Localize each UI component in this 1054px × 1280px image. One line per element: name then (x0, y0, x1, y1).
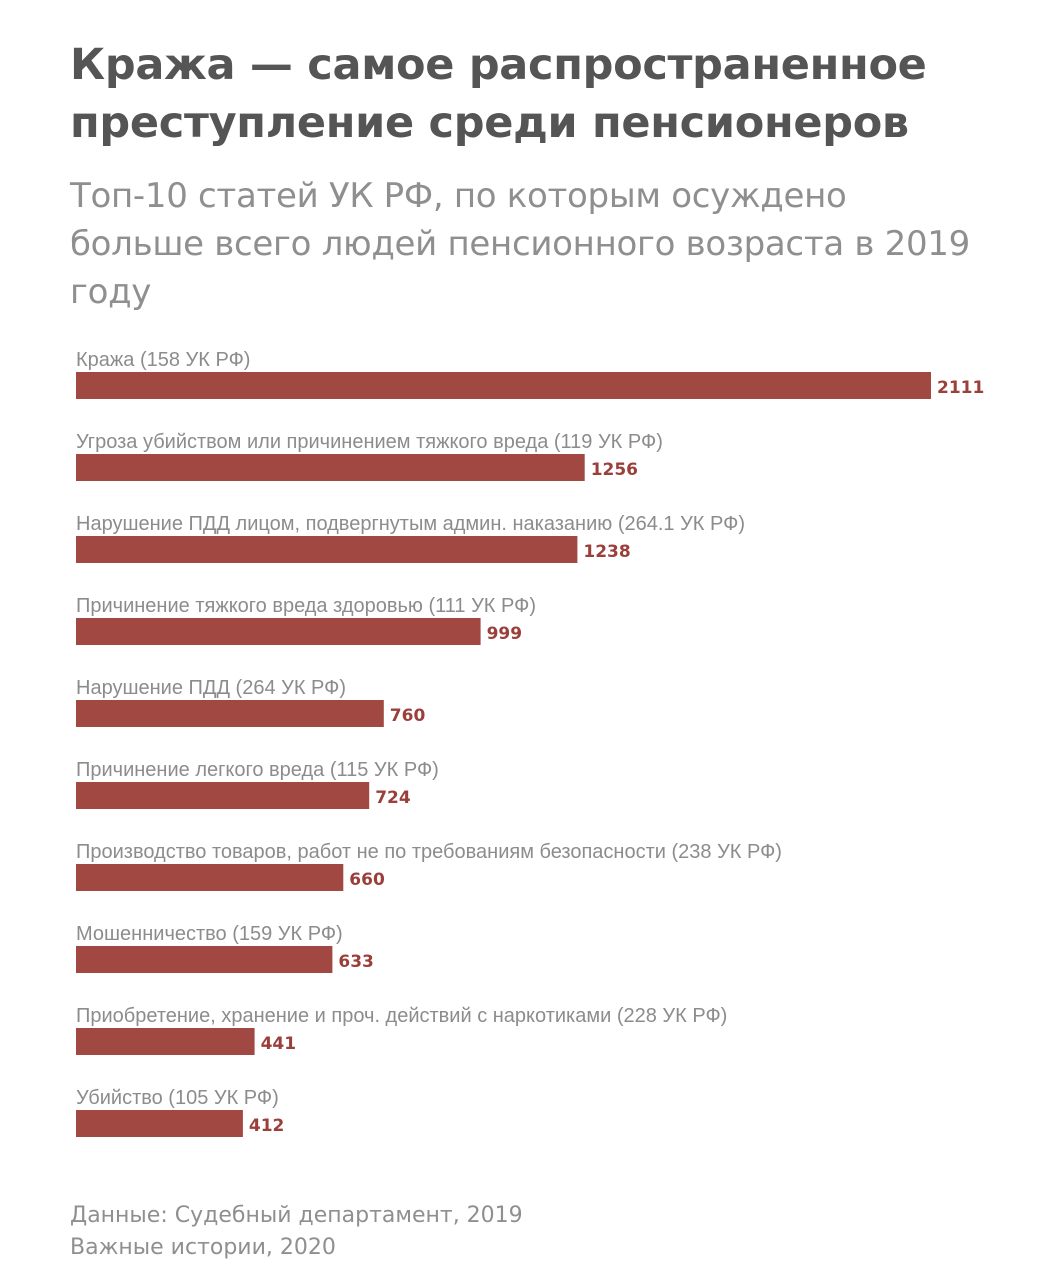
category-label: Нарушение ПДД (264 УК РФ) (76, 677, 346, 699)
value-label: 412 (249, 1116, 285, 1136)
bar (76, 454, 585, 481)
category-label: Убийство (105 УК РФ) (76, 1087, 279, 1109)
bar (76, 782, 370, 809)
value-label: 441 (261, 1034, 297, 1054)
bar (76, 946, 333, 973)
value-label: 1238 (583, 542, 630, 562)
source-note: Данные: Судебный департамент, 2019 Важны… (70, 1200, 523, 1264)
bar (76, 864, 344, 891)
chart-subtitle: Топ-10 статей УК РФ, по которым осуждено… (70, 176, 970, 312)
bar (76, 700, 384, 727)
chart-title: Кража — самое распространенное преступле… (70, 40, 927, 148)
category-label: Приобретение, хранение и проч. действий … (76, 1005, 727, 1027)
source-line-publisher: Важные истории, 2020 (70, 1235, 336, 1260)
bar (76, 1110, 243, 1137)
category-label: Кража (158 УК РФ) (76, 349, 250, 371)
value-label: 760 (390, 706, 426, 726)
value-label: 1256 (591, 460, 638, 480)
value-label: 724 (375, 788, 411, 808)
source-line-data: Данные: Судебный департамент, 2019 (70, 1203, 523, 1228)
category-label: Производство товаров, работ не по требов… (76, 841, 782, 863)
bar (76, 372, 931, 399)
category-label: Угроза убийством или причинением тяжкого… (76, 431, 663, 453)
category-label: Причинение тяжкого вреда здоровью (111 У… (76, 595, 536, 617)
value-label: 660 (349, 870, 385, 890)
category-label: Причинение легкого вреда (115 УК РФ) (76, 759, 439, 781)
value-label: 633 (338, 952, 374, 972)
category-label: Нарушение ПДД лицом, подвергнутым админ.… (76, 513, 745, 535)
bar (76, 536, 578, 563)
bar (76, 1028, 255, 1055)
category-label: Мошенничество (159 УК РФ) (76, 923, 343, 945)
bar (76, 618, 481, 645)
value-label: 2111 (937, 378, 984, 398)
value-label: 999 (487, 624, 522, 644)
